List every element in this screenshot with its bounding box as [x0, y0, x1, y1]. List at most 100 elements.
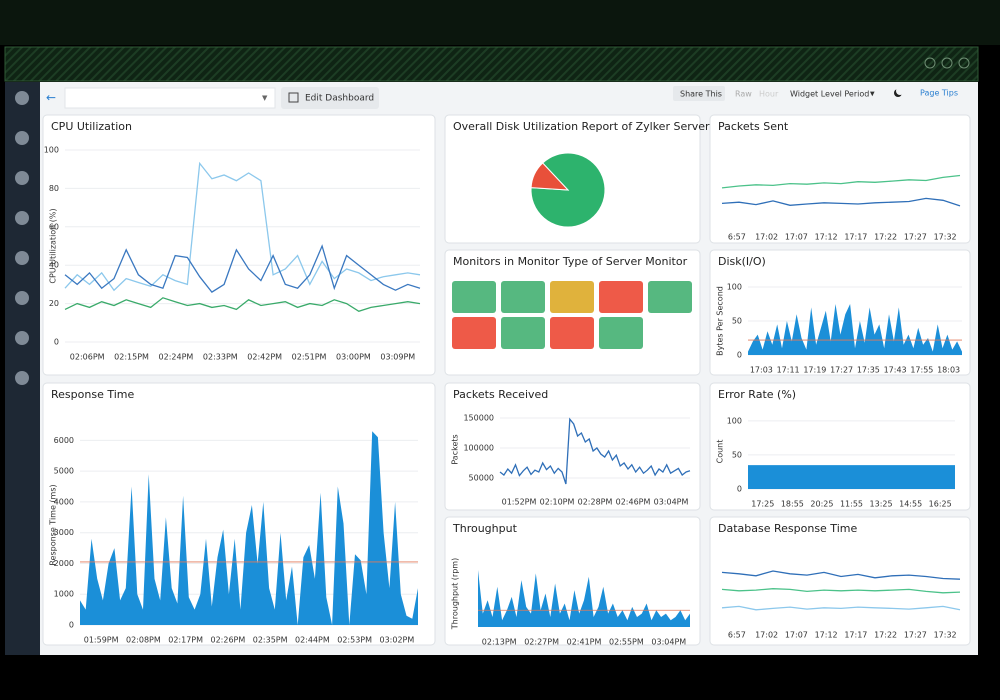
share-button[interactable] — [673, 86, 725, 101]
nav-icon[interactable] — [15, 131, 29, 145]
x-tick-label: 17:55 — [910, 366, 933, 375]
nav-icon[interactable] — [15, 91, 29, 105]
x-tick-label: 17:02 — [755, 631, 778, 640]
x-tick-label: 02:33PM — [203, 353, 238, 362]
hour-toggle[interactable]: Hour — [759, 90, 779, 99]
monitor-tile — [599, 281, 643, 313]
x-tick-label: 17:17 — [844, 631, 867, 640]
x-tick-label: 17:32 — [934, 631, 957, 640]
y-tick-label: 80 — [49, 184, 59, 193]
line — [499, 417, 691, 485]
x-tick-label: 02:06PM — [70, 353, 105, 362]
y-tick-label: 2000 — [54, 559, 74, 568]
y-axis-label: Response Time (ms) — [49, 484, 58, 565]
nav-icon[interactable] — [15, 171, 29, 185]
y-tick-label: 4000 — [54, 497, 74, 506]
y-tick-label: 100 — [727, 416, 742, 425]
area — [748, 304, 962, 355]
window-button[interactable] — [958, 57, 970, 69]
y-tick-label: 50 — [732, 317, 742, 326]
y-tick-label: 20 — [49, 299, 59, 308]
x-tick-label: 17:07 — [785, 233, 808, 242]
line — [64, 161, 421, 292]
widget-title: Database Response Time — [718, 522, 857, 535]
x-tick-label: 17:02 — [755, 233, 778, 242]
x-tick-label: 01:52PM — [502, 498, 537, 507]
y-tick-label: 0 — [737, 351, 742, 360]
edit-button[interactable] — [281, 87, 379, 109]
line — [721, 588, 961, 594]
x-tick-label: 6:57 — [728, 233, 746, 242]
nav-icon[interactable] — [15, 291, 29, 305]
y-tick-label: 100 — [727, 283, 742, 292]
y-tick-label: 50000 — [469, 474, 494, 483]
nav-icon[interactable] — [15, 211, 29, 225]
title-bar — [4, 46, 979, 82]
x-tick-label: 17:12 — [815, 631, 838, 640]
y-tick-label: 50 — [732, 450, 742, 459]
line — [721, 174, 961, 189]
x-tick-label: 02:44PM — [295, 636, 330, 645]
widget-title: Error Rate (%) — [718, 388, 796, 401]
widget-panel — [709, 516, 971, 646]
monitor-tile — [452, 281, 496, 313]
area — [748, 465, 955, 489]
window-button[interactable] — [924, 57, 936, 69]
x-tick-label: 17:27 — [904, 631, 927, 640]
raw-toggle[interactable]: Raw — [735, 90, 752, 99]
widget-title: Overall Disk Utilization Report of Zylke… — [453, 120, 710, 133]
y-axis-label: CPU Utilization (%) — [49, 208, 58, 283]
page-tips[interactable]: Page Tips — [920, 89, 958, 98]
x-tick-label: 03:04PM — [654, 498, 689, 507]
x-tick-label: 17:25 — [751, 500, 774, 509]
period-caret: ▼ — [870, 91, 875, 98]
nav-icon[interactable] — [15, 371, 29, 385]
widget-panel — [42, 114, 436, 376]
y-tick-label: 60 — [49, 222, 59, 231]
x-tick-label: 20:25 — [810, 500, 833, 509]
widget-panel — [709, 114, 971, 244]
x-tick-label: 13:25 — [870, 500, 893, 509]
y-axis-label: Packets — [451, 434, 460, 464]
x-tick-label: 02:35PM — [253, 636, 288, 645]
monitor-tile — [452, 317, 496, 349]
widget-panel — [709, 382, 971, 511]
x-tick-label: 03:09PM — [380, 353, 415, 362]
pie-slice — [530, 162, 570, 191]
x-tick-label: 02:28PM — [578, 498, 613, 507]
x-tick-label: 17:19 — [803, 366, 826, 375]
y-axis-label: Throughput (rpm) — [451, 558, 460, 630]
dropdown[interactable] — [64, 87, 276, 109]
period-select[interactable]: Widget Level Period — [790, 90, 869, 99]
x-tick-label: 17:35 — [857, 366, 880, 375]
edit-icon — [288, 92, 299, 103]
widget-panel — [709, 249, 971, 376]
y-tick-label: 5000 — [54, 467, 74, 476]
x-tick-label: 18:03 — [937, 366, 960, 375]
widget-title: Throughput — [452, 522, 518, 535]
sidebar — [5, 82, 40, 655]
window-button[interactable] — [941, 57, 953, 69]
x-tick-label: 02:53PM — [337, 636, 372, 645]
line — [721, 605, 961, 611]
widget-title: CPU Utilization — [51, 120, 132, 133]
y-tick-label: 100 — [44, 146, 59, 155]
nav-icon[interactable] — [15, 331, 29, 345]
y-tick-label: 40 — [49, 261, 59, 270]
monitor-tile — [599, 317, 643, 349]
monitor-tile — [550, 281, 594, 313]
x-tick-label: 02:42PM — [247, 353, 282, 362]
y-tick-label: 0 — [737, 485, 742, 494]
back-arrow[interactable]: ← — [46, 91, 56, 105]
nav-icon[interactable] — [15, 251, 29, 265]
edit-label: Edit Dashboard — [305, 94, 374, 104]
line — [64, 297, 421, 313]
y-tick-label: 1000 — [54, 590, 74, 599]
line — [721, 197, 961, 207]
x-tick-label: 02:24PM — [159, 353, 194, 362]
x-tick-label: 02:08PM — [126, 636, 161, 645]
x-tick-label: 01:59PM — [84, 636, 119, 645]
x-tick-label: 17:17 — [844, 233, 867, 242]
x-tick-label: 6:57 — [728, 631, 746, 640]
x-tick-label: 17:32 — [934, 233, 957, 242]
